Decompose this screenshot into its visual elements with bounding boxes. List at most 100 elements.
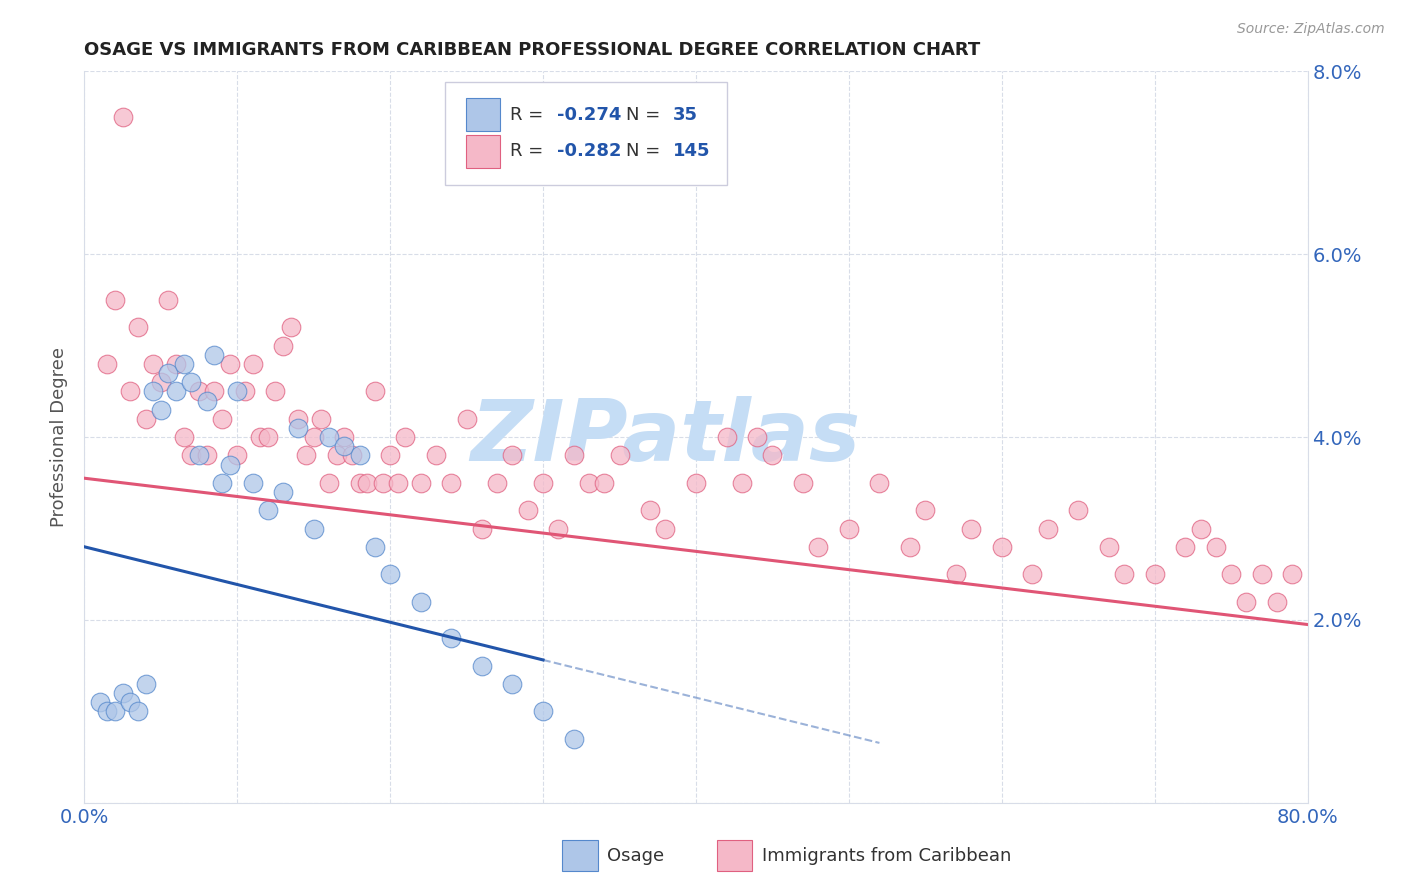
Point xyxy=(311,412,333,426)
Point xyxy=(242,357,264,371)
Point xyxy=(226,384,249,399)
Point xyxy=(502,448,524,462)
Point xyxy=(380,567,402,582)
Point xyxy=(257,503,280,517)
Point xyxy=(685,475,707,490)
Point xyxy=(380,448,402,462)
Point xyxy=(1236,594,1258,608)
Point xyxy=(180,448,202,462)
Point xyxy=(135,412,157,426)
Point xyxy=(195,393,218,408)
Text: Source: ZipAtlas.com: Source: ZipAtlas.com xyxy=(1237,22,1385,37)
Point xyxy=(1281,567,1303,582)
Point xyxy=(188,384,211,399)
Point xyxy=(333,439,356,453)
Point xyxy=(1220,567,1243,582)
Point xyxy=(409,475,432,490)
Point xyxy=(356,475,378,490)
Point xyxy=(340,448,363,462)
Point xyxy=(1036,521,1059,535)
Text: N =: N = xyxy=(626,142,666,160)
Text: N =: N = xyxy=(626,105,666,123)
Point xyxy=(394,430,416,444)
Point xyxy=(364,384,387,399)
Text: Immigrants from Caribbean: Immigrants from Caribbean xyxy=(762,847,1011,865)
Point xyxy=(280,320,302,334)
Point xyxy=(287,421,309,435)
Point xyxy=(731,475,754,490)
Point xyxy=(502,677,524,691)
Point xyxy=(387,475,409,490)
Point xyxy=(371,475,394,490)
Point xyxy=(456,412,478,426)
Point xyxy=(747,430,769,444)
Point xyxy=(1265,594,1288,608)
Point xyxy=(142,357,165,371)
Point xyxy=(180,376,202,390)
Point xyxy=(218,357,240,371)
Point xyxy=(792,475,814,490)
Point xyxy=(761,448,783,462)
Point xyxy=(211,475,233,490)
Point xyxy=(271,485,294,500)
Point xyxy=(547,521,569,535)
Point xyxy=(364,540,387,554)
Point xyxy=(486,475,509,490)
Point xyxy=(716,430,738,444)
Point xyxy=(127,320,149,334)
Text: OSAGE VS IMMIGRANTS FROM CARIBBEAN PROFESSIONAL DEGREE CORRELATION CHART: OSAGE VS IMMIGRANTS FROM CARIBBEAN PROFE… xyxy=(84,41,980,59)
Point xyxy=(165,357,187,371)
Point xyxy=(111,110,134,124)
Text: R =: R = xyxy=(510,142,548,160)
Point xyxy=(211,412,233,426)
Point xyxy=(578,475,600,490)
Point xyxy=(562,448,585,462)
Point xyxy=(1098,540,1121,554)
Point xyxy=(142,384,165,399)
Point xyxy=(960,521,983,535)
Point xyxy=(257,430,280,444)
Point xyxy=(287,412,309,426)
Point xyxy=(173,357,195,371)
Text: ZIPatlas: ZIPatlas xyxy=(470,395,860,479)
Text: R =: R = xyxy=(510,105,548,123)
Point xyxy=(226,448,249,462)
Point xyxy=(562,731,585,746)
Point xyxy=(233,384,256,399)
Point xyxy=(869,475,891,490)
Point xyxy=(991,540,1014,554)
Point xyxy=(157,366,180,380)
Point xyxy=(1114,567,1136,582)
Point xyxy=(531,475,554,490)
Point xyxy=(1250,567,1272,582)
Text: 145: 145 xyxy=(672,142,710,160)
Point xyxy=(302,430,325,444)
Point xyxy=(325,448,347,462)
Text: -0.274: -0.274 xyxy=(557,105,621,123)
Point xyxy=(242,475,264,490)
Point xyxy=(149,402,172,417)
FancyBboxPatch shape xyxy=(446,82,727,185)
Point xyxy=(593,475,616,490)
Point xyxy=(188,448,211,462)
Point xyxy=(425,448,447,462)
Point xyxy=(349,475,371,490)
Point xyxy=(914,503,936,517)
Point xyxy=(135,677,157,691)
Point xyxy=(104,705,127,719)
Point xyxy=(945,567,967,582)
Point xyxy=(349,448,371,462)
Y-axis label: Professional Degree: Professional Degree xyxy=(51,347,69,527)
Point xyxy=(1189,521,1212,535)
Point xyxy=(264,384,287,399)
Point xyxy=(302,521,325,535)
Text: -0.282: -0.282 xyxy=(557,142,621,160)
Bar xyxy=(465,98,501,131)
Point xyxy=(409,594,432,608)
Point xyxy=(1143,567,1166,582)
Point xyxy=(318,430,340,444)
Text: 35: 35 xyxy=(672,105,697,123)
Point xyxy=(654,521,676,535)
Point xyxy=(531,705,554,719)
Point xyxy=(173,430,195,444)
